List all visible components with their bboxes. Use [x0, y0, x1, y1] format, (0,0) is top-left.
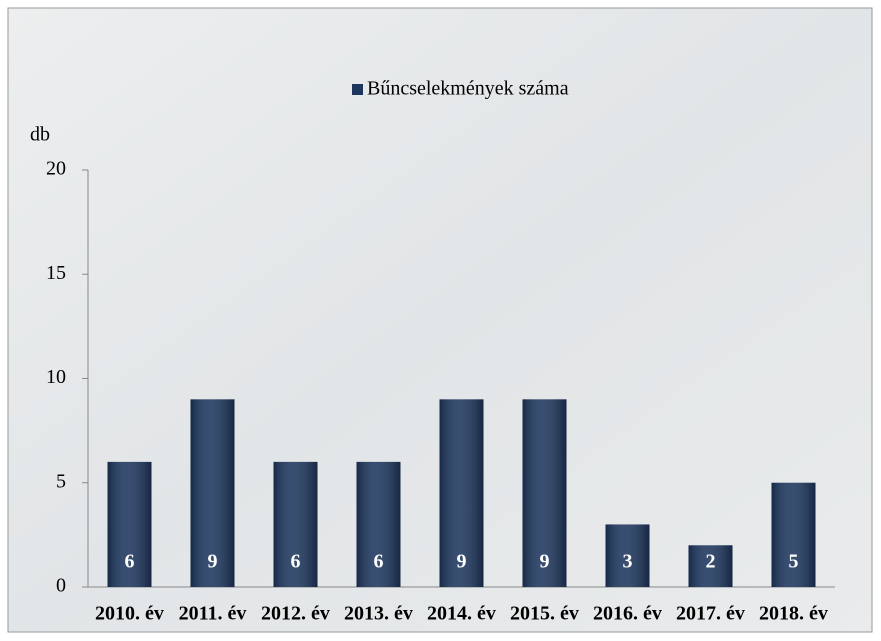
x-tick-label: 2011. év	[179, 603, 247, 625]
x-tick-label: 2014. év	[427, 603, 496, 625]
chart: db 0 5 10 15 20 Bűncselekmények száma 2010. év…	[0, 0, 881, 641]
y-tick-label: 10	[46, 366, 66, 388]
x-tick-label: 2018. év	[759, 603, 828, 625]
data-label: 9	[540, 551, 550, 573]
legend-marker	[352, 84, 363, 95]
x-tick-label: 2012. év	[261, 603, 330, 625]
x-tick-label: 2016. év	[593, 603, 662, 625]
data-label: 9	[208, 551, 218, 573]
y-axis-label: db	[30, 124, 50, 146]
x-tick-label: 2015. év	[510, 603, 579, 625]
y-tick-label: 5	[56, 470, 66, 492]
x-tick-label: 2013. év	[344, 603, 413, 625]
data-label: 6	[374, 551, 384, 573]
data-label: 6	[291, 551, 301, 573]
legend-label: Bűncselekmények száma	[367, 78, 569, 100]
x-tick-label: 2017. év	[676, 603, 745, 625]
data-label: 6	[125, 551, 135, 573]
data-label: 9	[457, 551, 467, 573]
y-tick-label: 0	[56, 575, 66, 597]
x-tick-label: 2010. év	[95, 603, 164, 625]
data-label: 5	[789, 551, 799, 573]
y-tick-label: 15	[46, 262, 66, 284]
page: {"chart_data": {"type": "bar", "ylabel":…	[0, 0, 881, 641]
data-label: 2	[706, 551, 716, 573]
data-label: 3	[623, 551, 633, 573]
y-tick-label: 20	[46, 158, 66, 180]
